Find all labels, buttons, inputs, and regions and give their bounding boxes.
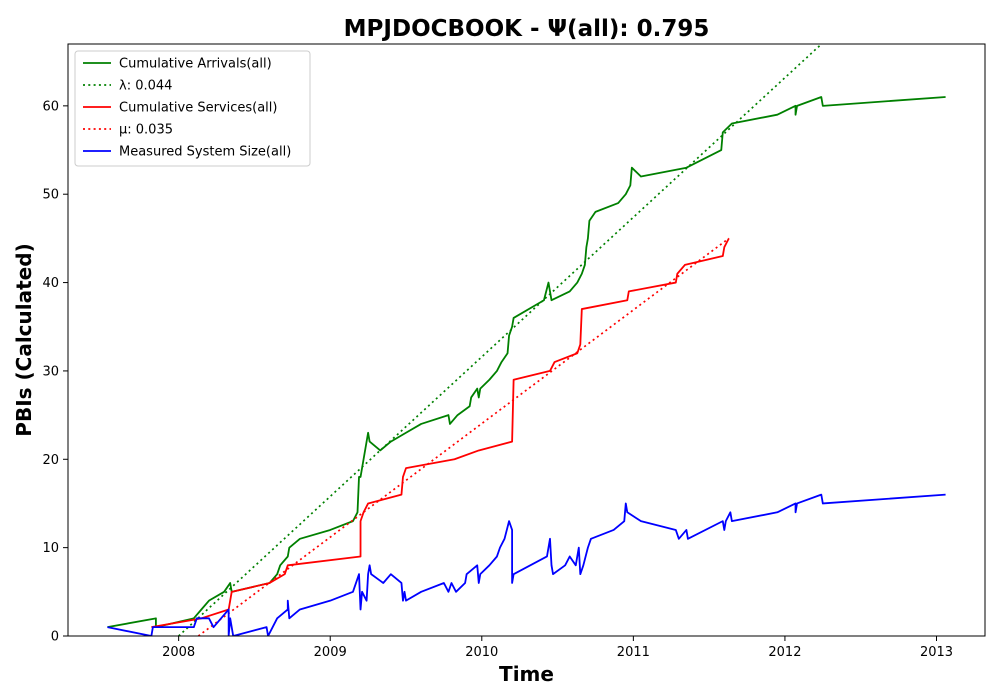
series-line-3 (197, 237, 730, 636)
series-layer (107, 44, 946, 636)
y-axis: 0 10 20 30 40 50 60 (42, 99, 68, 645)
series-line-4 (107, 493, 946, 636)
y-axis-title: PBIs (Calculated) (12, 243, 36, 436)
x-tick-label: 2010 (465, 645, 498, 660)
legend-label: Measured System Size(all) (119, 145, 291, 160)
y-tick-label: 60 (42, 99, 59, 114)
series-line-1 (178, 44, 823, 636)
legend: Cumulative Arrivals(all) λ: 0.044 Cumulati… (74, 50, 311, 167)
x-axis: 2008 2009 2010 2011 2012 2013 (162, 636, 953, 660)
x-tick-label: 2012 (768, 645, 801, 660)
y-tick-label: 10 (42, 541, 59, 556)
x-tick-label: 2008 (162, 645, 195, 660)
legend-label: μ: 0.035 (119, 123, 173, 138)
y-tick-label: 50 (42, 188, 59, 203)
x-tick-label: 2011 (617, 645, 650, 660)
y-tick-label: 20 (42, 453, 59, 468)
y-tick-label: 30 (42, 364, 59, 379)
x-axis-title: Time (499, 662, 554, 686)
series-line-2 (151, 237, 730, 629)
x-tick-label: 2013 (920, 645, 953, 660)
legend-label: Cumulative Services(all) (119, 101, 277, 116)
legend-box (74, 50, 311, 167)
legend-label: Cumulative Arrivals(all) (119, 57, 272, 72)
chart-title: MPJDOCBOOK - Ψ(all): 0.795 (344, 16, 710, 42)
x-tick-label: 2009 (314, 645, 347, 660)
plot-area-frame (67, 43, 986, 637)
y-tick-label: 40 (42, 276, 59, 291)
legend-label: λ: 0.044 (119, 79, 172, 94)
series-line-0 (107, 96, 946, 629)
y-tick-label: 0 (51, 630, 59, 645)
